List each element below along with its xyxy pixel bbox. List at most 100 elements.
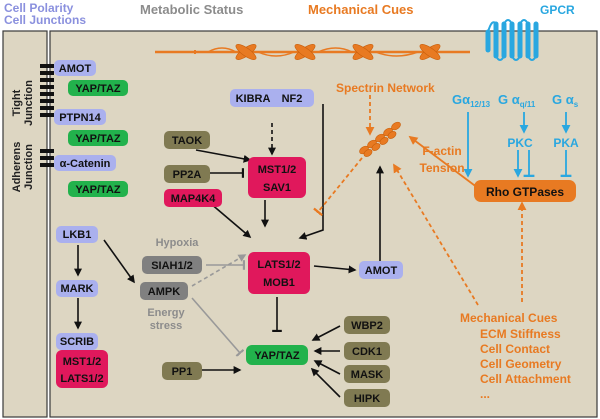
taok-label: TAOK [172,135,202,147]
ptpn14-label: PTPN14 [59,112,101,124]
siah12-node [142,256,202,274]
arrow-map4k4-to-lats [209,202,252,239]
arrow-ampk-to-lats [191,254,247,287]
mask-label: MASK [351,369,383,381]
mst-lats-left-node [56,350,108,388]
mark-label: MARK [61,283,94,295]
scrib-node [56,333,98,350]
lats12-left-label: LATS1/2 [60,373,103,385]
arrow-nf2-to-lats [298,104,324,240]
map4k4-label: MAP4K4 [171,193,217,205]
pp1-label: PP1 [172,366,193,378]
lats12-center-label: LATS1/2 [257,259,300,271]
hypoxia-label: Hypoxia [156,237,200,249]
yaptaz-node-3 [68,181,128,197]
arrow-wbp2-to-yaptaz [311,325,341,341]
adherens-junction-icon [40,149,54,167]
inhibit-factin-to-lats [318,157,363,212]
yaptaz-node-1 [68,80,128,96]
mst-sav-node [248,157,306,198]
tight-junction-label-2: Junction [23,80,35,126]
f-actin-label-1: F-actin [422,144,461,158]
hipk-node [344,389,390,407]
spectrin-network-label: Spectrin Network [336,81,435,95]
taok-node [164,131,210,149]
neighbor-cell-panel [2,30,48,418]
galpha-s-label: G αs [552,92,579,109]
cdk1-node [344,342,390,360]
arrow-taok-to-mst [195,149,252,163]
mask-node [344,365,390,383]
pp2a-label: PP2A [173,169,202,181]
yaptaz-label-1: YAP/TAZ [75,83,121,95]
pkc-label: PKC [507,136,533,150]
pp2a-node [164,165,210,183]
hipk-label: HIPK [354,393,380,405]
mechanical-cue-ellipsis: ... [480,387,490,401]
yaptaz-center-label: YAP/TAZ [254,350,300,362]
galpha-1213-label: Gα12/13 [452,92,491,109]
header-gpcr: GPCR [540,3,575,17]
spectrin-network-icon [155,44,470,60]
adherens-junction-label-1: Adherens [11,142,23,193]
rho-gtpases-label: Rho GTPases [486,185,564,199]
mst12-left-label: MST1/2 [63,356,102,368]
cdk1-label: CDK1 [352,346,382,358]
scrib-label: SCRIB [60,336,94,348]
gpcr-receptor-icon [485,19,539,61]
energy-stress-label-2: stress [150,320,182,332]
mechanical-cue-cell-geometry: Cell Geometry [480,357,562,371]
mechanical-cue-cell-attachment: Cell Attachment [480,372,571,386]
pp1-node [162,362,202,380]
ampk-label: AMPK [148,286,180,298]
map4k4-node [164,189,222,207]
f-actin-label-2: Tension [419,161,464,175]
lkb1-node [56,226,98,243]
yaptaz-label-2: YAP/TAZ [75,133,121,145]
kibra-nf2-node [230,89,314,107]
header-cell-junctions: Cell Junctions [4,13,86,27]
mechanical-cue-ecm-stiffness: ECM Stiffness [480,327,561,341]
sav1-label: SAV1 [263,182,291,194]
mark-node [56,280,98,297]
wbp2-node [344,316,390,334]
ampk-node [140,282,188,300]
pka-label: PKA [553,136,579,150]
yaptaz-label-3: YAP/TAZ [75,184,121,196]
inhibit-ampk-to-yaptaz [191,297,240,353]
header-cell-polarity: Cell Polarity [4,1,74,15]
galpha-q11-label: G αq/11 [498,92,536,109]
adherens-junction-label-2: Junction [23,144,35,190]
ptpn14-node [54,109,106,125]
arrow-mask-to-yaptaz [313,360,341,375]
nf2-label: NF2 [282,93,303,105]
mechanical-cue-cell-contact: Cell Contact [480,342,550,356]
amot-center-label: AMOT [365,265,398,277]
mob1-label: MOB1 [263,277,295,289]
lkb1-label: LKB1 [63,229,92,241]
kibra-label: KIBRA [236,93,271,105]
siah12-label: SIAH1/2 [151,260,193,272]
yaptaz-node-2 [68,130,128,146]
header-metabolic-status: Metabolic Status [140,2,243,17]
alpha-catenin-node [54,155,116,171]
wbp2-label: WBP2 [351,320,383,332]
yaptaz-center-node [246,345,308,365]
arrow-mechanical-cues-to-factin [393,163,479,306]
amot-center-node [359,261,403,279]
f-actin-icon [359,121,401,157]
header-mechanical-cues: Mechanical Cues [308,2,414,17]
rho-gtpases-node [474,180,576,202]
arrow-lats-to-amot [313,265,357,274]
tight-junction-label-1: Tight [11,89,23,116]
tight-junction-icon [40,64,54,117]
energy-stress-label-1: Energy [147,307,185,319]
arrow-rho-to-factin [408,135,479,189]
lats-mob-node [248,252,310,294]
mechanical-cues-title: Mechanical Cues [460,311,558,325]
mst12-center-label: MST1/2 [258,164,297,176]
amot-junction-label: AMOT [59,63,92,75]
amot-junction-node [54,60,96,76]
arrow-hipk-to-yaptaz [310,367,341,398]
